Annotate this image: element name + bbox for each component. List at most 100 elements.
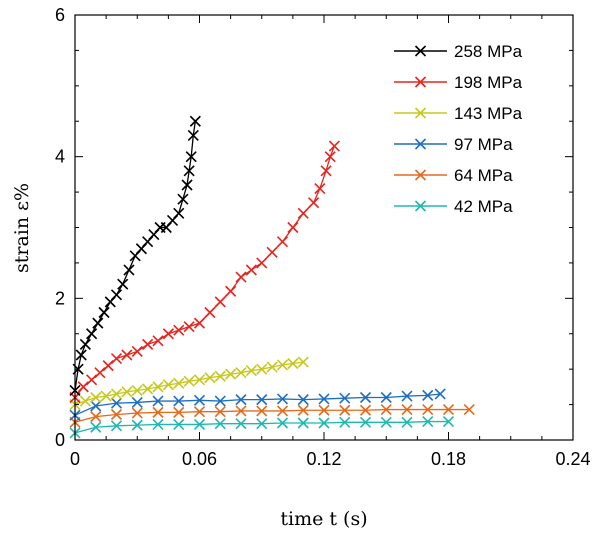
series-258-mpa-point xyxy=(75,349,87,361)
series-143-mpa-point xyxy=(162,379,174,391)
series-258-mpa-point xyxy=(181,179,193,191)
series-198-mpa-point xyxy=(245,264,257,276)
series-42-mpa-point xyxy=(442,416,455,428)
series-198-mpa-point xyxy=(276,236,289,248)
series-198-mpa-point xyxy=(152,335,164,347)
series-64-mpa-point xyxy=(90,411,102,423)
series-258-mpa-point xyxy=(79,338,91,350)
series-64-mpa-point xyxy=(235,405,247,417)
series-42-mpa-point xyxy=(297,417,309,429)
series-64-mpa-point xyxy=(297,404,309,416)
series-42-mpa-point xyxy=(193,418,206,430)
series-198-mpa-point xyxy=(266,246,278,258)
legend-swatch-marker xyxy=(414,45,427,57)
legend-entry: 64 MPa xyxy=(394,166,513,185)
series-143-mpa-point xyxy=(131,384,143,396)
series-64-mpa-point xyxy=(359,404,372,416)
series-97-mpa-point xyxy=(359,391,372,404)
series-42-mpa-point xyxy=(131,419,143,431)
series-64-mpa-point xyxy=(442,403,455,416)
series-42-mpa-point xyxy=(339,416,351,428)
series-97-mpa-point xyxy=(110,397,123,409)
series-143-mpa-point xyxy=(204,372,216,384)
series-143-mpa-point xyxy=(173,377,185,389)
series-198-mpa-point xyxy=(287,221,299,234)
ticks-layer xyxy=(74,14,574,441)
y-tick-label: 0 xyxy=(55,430,65,450)
tick-labels-layer: 0 0.06 0.12 0.18 0.24 0 2 4 6 xyxy=(55,5,591,469)
series-258-mpa-point xyxy=(98,306,110,319)
series-258-mpa-point xyxy=(189,115,201,127)
series-64-mpa-point xyxy=(401,403,413,416)
series-198-mpa-point xyxy=(102,360,114,372)
series-198-mpa-point xyxy=(204,306,216,319)
series-97-mpa-point xyxy=(380,391,392,404)
legend-entry: 42 MPa xyxy=(394,197,513,216)
series-143-mpa-point xyxy=(287,357,299,370)
series-143-mpa-point xyxy=(245,365,257,377)
series-97-mpa-point xyxy=(297,394,309,406)
series-198-mpa-point xyxy=(314,182,326,195)
series-143-mpa-point xyxy=(142,383,154,395)
legend-swatch-marker xyxy=(414,200,427,212)
legend-swatch-marker xyxy=(414,169,427,181)
series-42-mpa-point xyxy=(173,418,185,430)
series-143-mpa-point xyxy=(214,370,226,382)
series-64-mpa-point xyxy=(131,407,143,419)
legend-entry: 198 MPa xyxy=(394,73,523,92)
y-tick-label: 4 xyxy=(55,147,65,167)
series-258-mpa-point xyxy=(92,317,104,329)
series-64-mpa-line xyxy=(74,408,470,423)
x-tick-label: 0.24 xyxy=(555,449,590,469)
series-143-mpa-point xyxy=(152,381,164,393)
series-97-mpa-point xyxy=(214,395,226,407)
series-42-mpa-point xyxy=(380,416,392,428)
y-tick-label: 2 xyxy=(55,288,65,308)
series-42-mpa-point xyxy=(318,417,330,429)
legend-label: 64 MPa xyxy=(454,166,513,185)
legend: 258 MPa 198 MPa 143 MPa 97 MPa 64 MPa 42 MPa xyxy=(394,42,523,216)
series-258-mpa-point xyxy=(185,151,197,163)
series-143-mpa-point xyxy=(225,368,237,380)
series-64-mpa-point xyxy=(276,405,289,417)
series-198-mpa-point xyxy=(256,257,268,269)
series-258-mpa-point xyxy=(173,207,185,219)
series-258-mpa-point xyxy=(123,264,135,276)
series-64-mpa-point xyxy=(152,406,164,418)
series-97-mpa-point xyxy=(339,392,351,404)
series-97-mpa-point xyxy=(256,394,268,406)
series-42-mpa-point xyxy=(422,416,434,428)
series-42-mpa-point xyxy=(359,416,372,428)
series-42-mpa xyxy=(69,416,455,439)
series-64-mpa-point xyxy=(380,403,392,416)
series-42-mpa-point xyxy=(90,421,102,433)
series-198-mpa-point xyxy=(308,197,320,209)
series-42-mpa-point xyxy=(401,416,413,428)
legend-swatch-marker xyxy=(414,76,427,88)
series-143-mpa-point xyxy=(193,374,206,386)
series-258-mpa-point xyxy=(183,165,195,177)
y-tick-label: 6 xyxy=(55,5,65,25)
series-64-mpa-point xyxy=(110,408,123,421)
series-97-mpa-point xyxy=(276,393,289,405)
legend-label: 258 MPa xyxy=(454,42,523,61)
x-tick-label: 0.12 xyxy=(306,449,341,469)
series-198-mpa-point xyxy=(94,367,106,379)
series-143-mpa-point xyxy=(100,390,112,402)
series-97-mpa-point xyxy=(152,395,164,407)
legend-swatch-marker xyxy=(414,107,427,119)
legend-label: 97 MPa xyxy=(454,135,513,154)
series-198-mpa-point xyxy=(121,349,133,361)
legend-label: 198 MPa xyxy=(454,73,523,92)
series-97-mpa-point xyxy=(173,395,185,407)
series-198-mpa-point xyxy=(131,345,143,358)
series-198-mpa xyxy=(69,140,340,404)
series-97-mpa-point xyxy=(90,400,102,412)
series-198-mpa-point xyxy=(297,207,309,219)
series-143-mpa-point xyxy=(90,391,102,404)
series-258-mpa-point xyxy=(86,328,98,340)
series-258-mpa-point xyxy=(110,289,123,301)
series-258-mpa-point xyxy=(177,193,189,205)
series-64-mpa xyxy=(69,403,475,428)
